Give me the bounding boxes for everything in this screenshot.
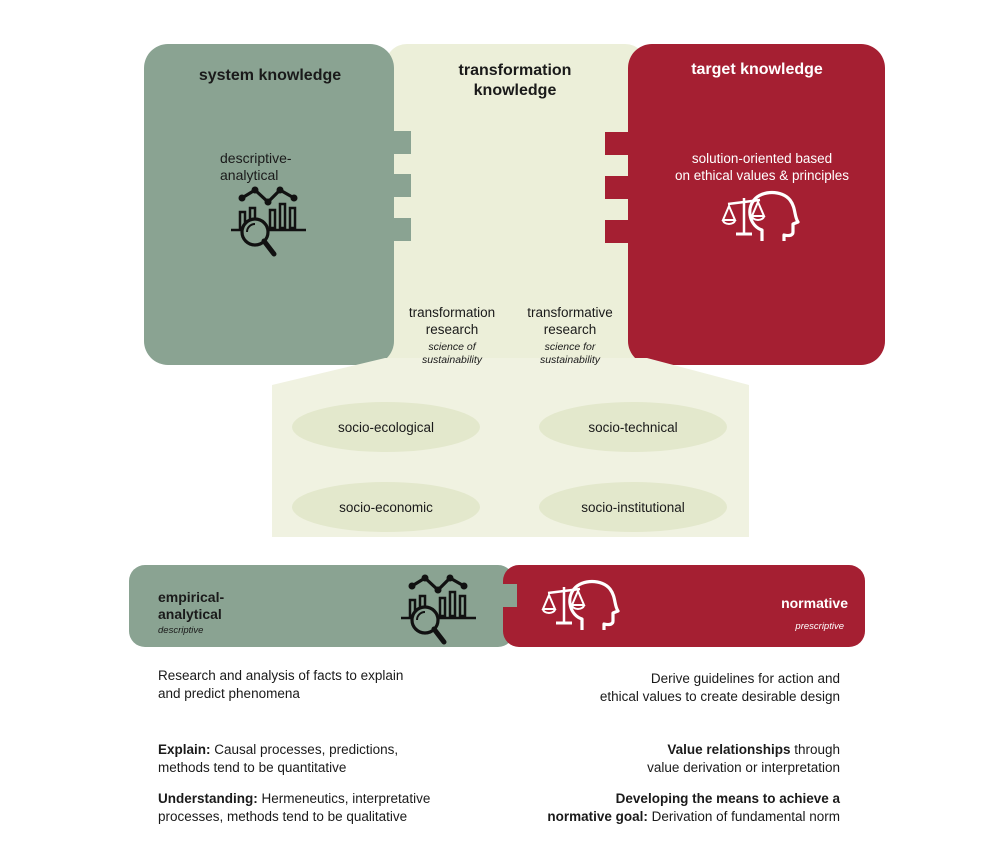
right-value-text: through value derivation or interpretati… [647,742,840,775]
red-tab-2 [605,176,633,199]
green-tab-3 [385,218,411,241]
left-explain-bold: Explain: [158,742,211,757]
domain-socio-technical: socio-technical [539,402,727,452]
left-understanding-paragraph: Understanding: Hermeneutics, interpretat… [158,790,430,826]
target-knowledge-title: target knowledge [691,61,823,78]
red-tab-3 [605,220,633,243]
green-tab-2 [385,174,411,197]
science-of-sustainability-label: science of sustainability [421,341,483,366]
transformative-research-label: transformative research [527,305,613,337]
chart-magnifier-icon [231,186,306,257]
empirical-analytical-title: empirical- analytical [158,589,225,622]
transformation-knowledge-title: transformation knowledge [458,62,572,99]
domain-socio-ecological: socio-ecological [292,402,480,452]
domain-socio-economic: socio-economic [292,482,480,532]
green-connector-tab [495,584,517,607]
right-normative-goal-text: Derivation of fundamental norm [647,809,840,824]
right-normative-goal-bold: Developing the means to achieve a normat… [547,791,840,824]
system-knowledge-subtitle: descriptive- analytical [220,150,292,183]
descriptive-label: descriptive [158,625,204,636]
right-normative-goal-paragraph: Developing the means to achieve a normat… [500,790,840,826]
red-tab-1 [605,132,633,155]
prescriptive-label: prescriptive [795,621,844,632]
science-for-sustainability-label: science for sustainability [539,341,601,366]
left-explain-text: Causal processes, predictions, methods t… [158,742,399,775]
left-intro: Research and analysis of facts to explai… [158,668,404,701]
scales-head-icon [721,190,800,241]
right-value-paragraph: Value relationships through value deriva… [560,741,840,777]
domain-socio-institutional: socio-institutional [539,482,727,532]
green-tab-1 [385,131,411,154]
target-knowledge-subtitle: solution-oriented based on ethical value… [674,151,850,183]
left-understanding-text: Hermeneutics, interpretative processes, … [158,791,431,824]
left-understanding-bold: Understanding: [158,791,258,806]
transformation-research-label: transformation research [408,305,496,337]
transformation-knowledge-panel [385,44,647,380]
left-explain-paragraph: Explain: Causal processes, predictions, … [158,741,398,777]
normative-title: normative [781,595,848,611]
right-intro: Derive guidelines for action and ethical… [599,671,840,704]
chart-magnifier-icon [401,574,476,645]
scales-head-icon [541,579,620,630]
system-knowledge-title: system knowledge [198,67,342,84]
right-value-bold: Value relationships [667,742,791,757]
